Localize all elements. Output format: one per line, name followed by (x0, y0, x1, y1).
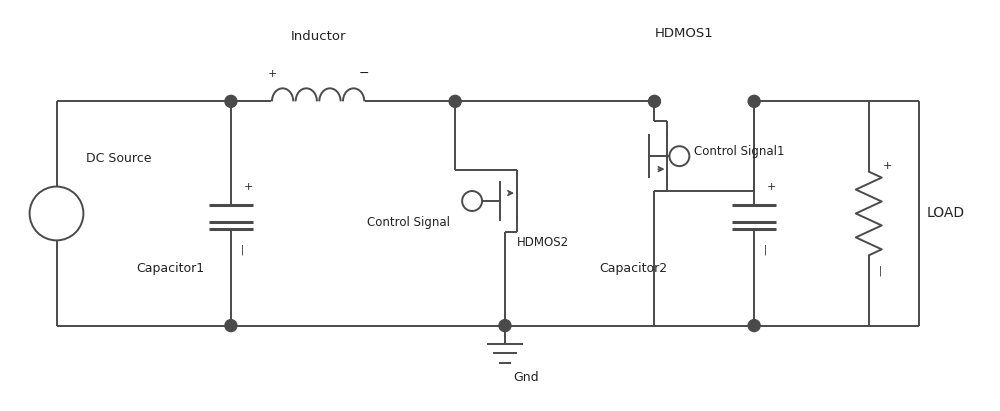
Circle shape (449, 95, 461, 107)
Text: −: − (358, 67, 369, 79)
Circle shape (648, 95, 660, 107)
Text: −: − (51, 216, 62, 229)
Text: +: + (268, 69, 277, 79)
Text: +: + (52, 199, 61, 210)
Text: Capacitor1: Capacitor1 (136, 262, 204, 275)
Text: HDMOS2: HDMOS2 (517, 236, 569, 249)
Text: +: + (767, 182, 776, 192)
Circle shape (225, 320, 237, 332)
Text: |: | (879, 265, 882, 275)
Text: |: | (764, 244, 767, 254)
Text: |: | (241, 244, 244, 254)
Circle shape (462, 191, 482, 211)
Text: HDMOS1: HDMOS1 (655, 27, 714, 40)
Text: +: + (883, 161, 892, 171)
Circle shape (225, 95, 237, 107)
Text: Capacitor2: Capacitor2 (600, 262, 668, 275)
Text: Gnd: Gnd (513, 371, 539, 384)
Circle shape (669, 146, 689, 166)
Circle shape (499, 320, 511, 332)
Circle shape (748, 320, 760, 332)
Circle shape (30, 187, 83, 240)
Text: +: + (244, 182, 253, 192)
Text: LOAD: LOAD (927, 206, 965, 220)
Text: Control Signal: Control Signal (367, 217, 450, 229)
Text: Inductor: Inductor (290, 30, 346, 43)
Text: Control Signal1: Control Signal1 (694, 145, 785, 158)
Circle shape (748, 95, 760, 107)
Text: DC Source: DC Source (86, 152, 152, 165)
